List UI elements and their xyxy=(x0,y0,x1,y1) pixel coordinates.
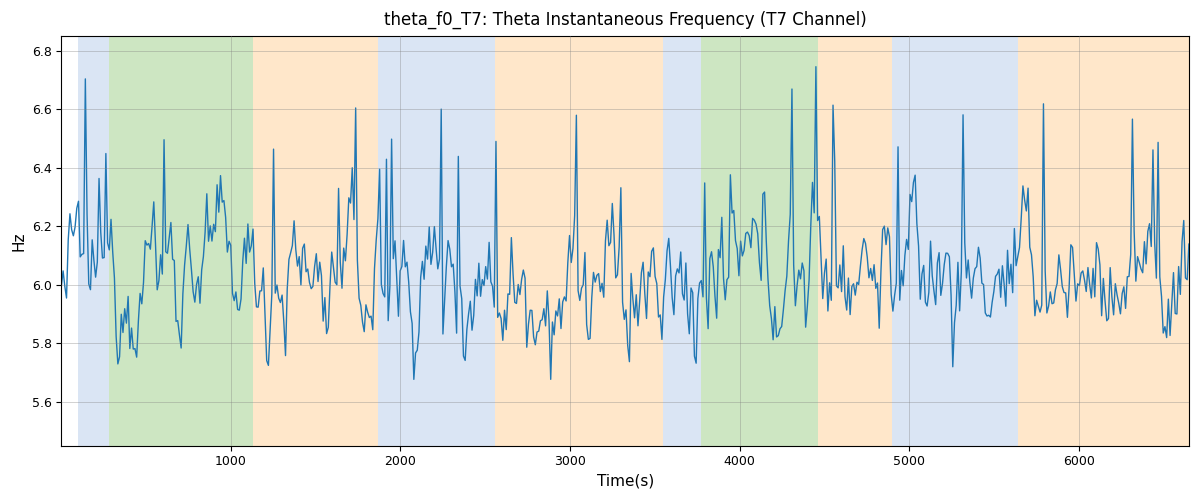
Bar xyxy=(817,36,892,446)
Bar xyxy=(664,36,701,446)
X-axis label: Time(s): Time(s) xyxy=(596,474,654,489)
Bar xyxy=(701,36,710,446)
Bar xyxy=(496,36,664,446)
Bar xyxy=(892,36,1018,446)
Bar xyxy=(78,36,109,446)
Bar xyxy=(378,36,496,446)
Bar xyxy=(253,36,378,446)
Bar xyxy=(710,36,817,446)
Y-axis label: Hz: Hz xyxy=(11,231,26,250)
Bar xyxy=(1018,36,1189,446)
Bar xyxy=(109,36,253,446)
Title: theta_f0_T7: Theta Instantaneous Frequency (T7 Channel): theta_f0_T7: Theta Instantaneous Frequen… xyxy=(384,11,866,30)
